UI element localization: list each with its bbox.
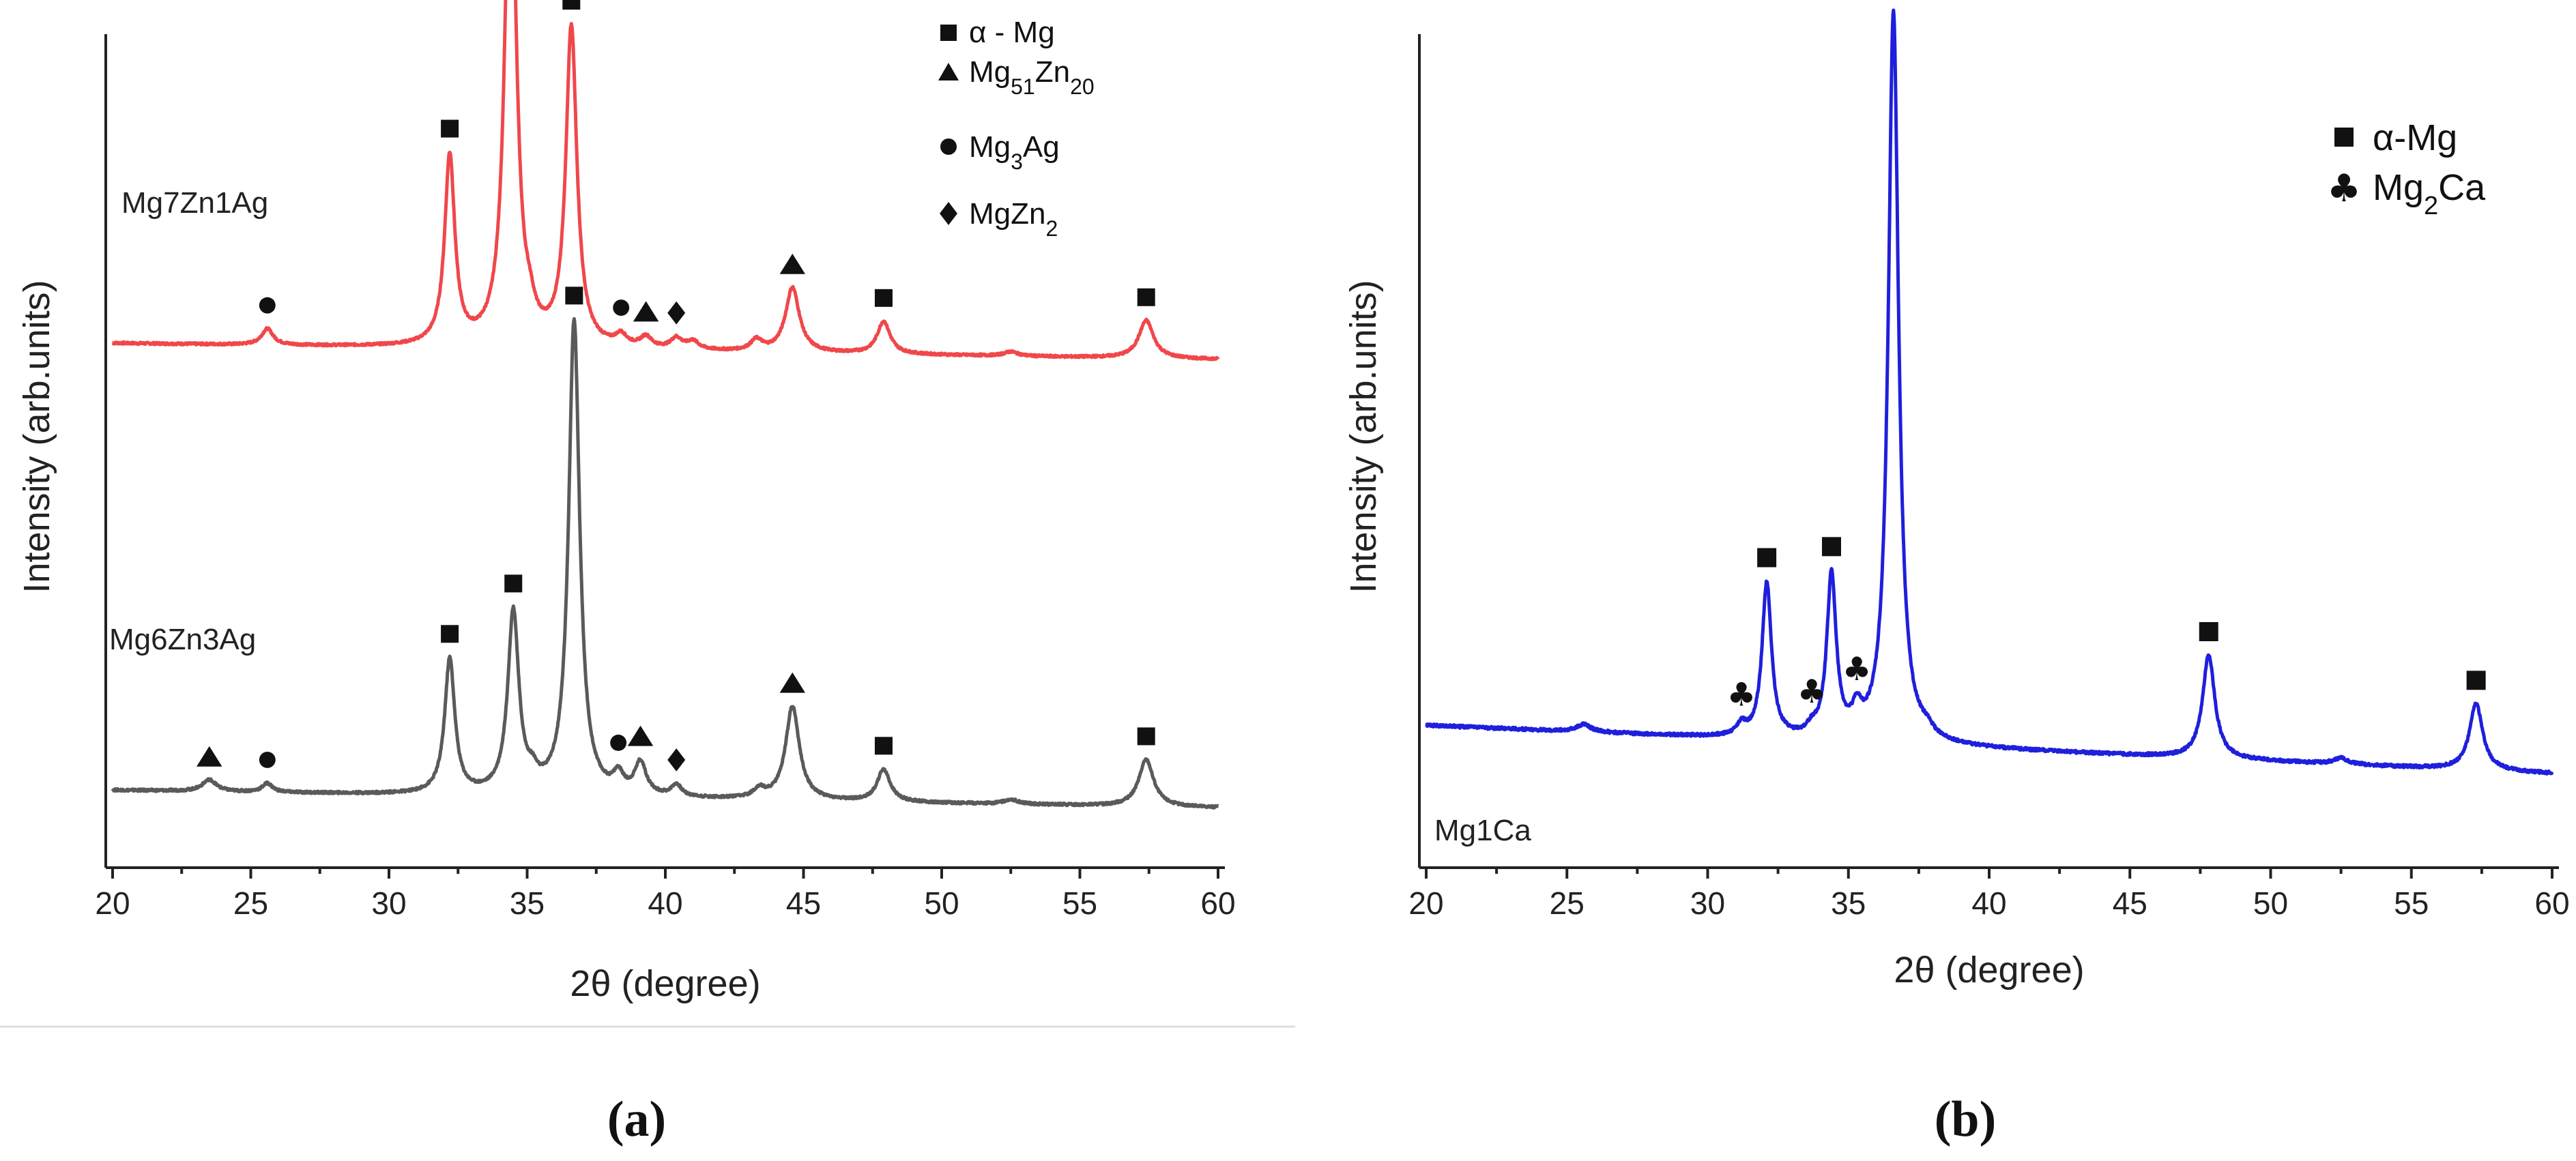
legend-label-alpha-mg: α - Mg	[969, 16, 1055, 49]
triangle-phase-marker	[633, 301, 659, 322]
legend-item-mgzn2: MgZn2	[940, 197, 1058, 241]
triangle-phase-marker	[197, 746, 222, 767]
panel-b-phase-markers: ♣ ♣ ♣	[1727, 537, 2486, 714]
legend-item-alpha-mg: α - Mg	[940, 16, 1055, 49]
x-tick-label-45: 45	[2113, 885, 2147, 921]
x-tick-label-30: 30	[371, 885, 406, 921]
panel-a-label: (a)	[607, 1091, 666, 1147]
diamond-phase-marker	[667, 748, 686, 771]
panel-a-x-ticks: 20 25 30 35 40 45 50 55 60	[95, 868, 1236, 921]
x-tick-label-55: 55	[1062, 885, 1097, 921]
legend-triangle-marker	[938, 63, 959, 80]
series-line-mg7zn1ag	[111, 0, 1220, 362]
panel-b-chart: 20 25 30 35 40 45 50 55 60 ♣ ♣ ♣ Intensity (arb.un…	[1343, 8, 2570, 990]
x-tick-label-50: 50	[2253, 885, 2288, 921]
circle-phase-marker	[259, 751, 276, 768]
square-phase-marker	[2199, 621, 2218, 641]
square-phase-marker	[562, 0, 581, 10]
panel-b-series	[1425, 8, 2554, 776]
x-tick-label-45: 45	[786, 885, 821, 921]
panel-b-y-axis-label: Intensity (arb.units)	[1343, 280, 1384, 593]
circle-phase-marker	[259, 297, 276, 314]
square-phase-marker	[565, 286, 583, 305]
legend-item-mg51zn20: Mg51Zn20	[938, 55, 1095, 99]
square-phase-marker	[874, 737, 893, 755]
x-tick-label-40: 40	[648, 885, 682, 921]
legend-square-marker	[940, 25, 957, 41]
legend-square-marker	[2334, 128, 2354, 147]
legend-item-mg2ca: ♣ Mg2Ca	[2327, 166, 2486, 220]
circle-phase-marker	[613, 299, 630, 317]
legend-diamond-marker	[940, 202, 957, 225]
x-tick-label-60: 60	[1200, 885, 1235, 921]
panel-a-series	[111, 0, 1220, 810]
panel-b-axes	[1418, 34, 2559, 869]
triangle-phase-marker	[627, 725, 654, 746]
square-phase-marker	[441, 119, 459, 138]
legend-label-alpha-mg-b: α-Mg	[2373, 117, 2457, 158]
series-line-mg6zn3ag	[111, 317, 1219, 810]
panel-a-legend: α - Mg Mg51Zn20 Mg3Ag MgZn2	[938, 16, 1095, 241]
x-tick-label-20: 20	[1408, 885, 1443, 921]
square-phase-marker	[2466, 671, 2486, 690]
x-tick-label-50: 50	[924, 885, 959, 921]
panel-a-phase-markers	[197, 0, 1155, 771]
x-tick-label-25: 25	[233, 885, 268, 921]
circle-phase-marker	[610, 734, 627, 751]
square-phase-marker	[1757, 548, 1777, 568]
panel-b-x-axis-label: 2θ (degree)	[1894, 950, 2084, 990]
panel-b-legend: α-Mg ♣ Mg2Ca	[2327, 117, 2486, 220]
legend-circle-marker	[940, 138, 957, 155]
series-label-mg7zn1ag: Mg7Zn1Ag	[121, 186, 268, 220]
x-tick-label-60: 60	[2534, 885, 2569, 921]
square-phase-marker	[504, 574, 523, 593]
x-tick-label-25: 25	[1550, 885, 1584, 921]
triangle-phase-marker	[779, 672, 806, 693]
legend-item-alpha-mg-b: α-Mg	[2334, 117, 2457, 158]
panel-a-chart: 20 25 30 35 40 45 50 55 60 Intensity (arb.units)…	[16, 0, 1236, 1004]
x-tick-label-35: 35	[510, 885, 545, 921]
square-phase-marker	[1137, 727, 1155, 746]
square-phase-marker	[1137, 288, 1155, 306]
club-phase-marker: ♣	[1797, 673, 1827, 711]
legend-item-mg3ag: Mg3Ag	[940, 130, 1060, 174]
x-tick-label-40: 40	[1971, 885, 2006, 921]
diamond-phase-marker	[667, 301, 686, 325]
legend-label-mgzn2: MgZn2	[969, 197, 1058, 241]
square-phase-marker	[874, 289, 893, 307]
series-label-mg6zn3ag: Mg6Zn3Ag	[109, 623, 256, 656]
x-tick-label-55: 55	[2394, 885, 2429, 921]
legend-label-mg2ca: Mg2Ca	[2373, 167, 2486, 220]
triangle-phase-marker	[779, 253, 806, 274]
legend-label-mg51zn20: Mg51Zn20	[969, 55, 1095, 99]
series-line-mg1ca	[1425, 8, 2554, 776]
panel-b-label: (b)	[1935, 1091, 1996, 1147]
panel-a-x-axis-label: 2θ (degree)	[570, 963, 760, 1004]
club-phase-marker: ♣	[1727, 677, 1756, 714]
legend-label-mg3ag: Mg3Ag	[969, 130, 1060, 174]
square-phase-marker	[1822, 537, 1841, 557]
club-phase-marker: ♣	[1842, 651, 1872, 688]
panel-a-y-axis-label: Intensity (arb.units)	[16, 280, 57, 593]
series-label-mg1ca: Mg1Ca	[1434, 814, 1531, 847]
x-tick-label-30: 30	[1690, 885, 1725, 921]
x-tick-label-35: 35	[1831, 885, 1866, 921]
legend-club-marker: ♣	[2327, 166, 2361, 211]
x-tick-label-20: 20	[95, 885, 130, 921]
panel-b-x-ticks: 20 25 30 35 40 45 50 55 60	[1408, 868, 2570, 921]
square-phase-marker	[441, 625, 459, 643]
